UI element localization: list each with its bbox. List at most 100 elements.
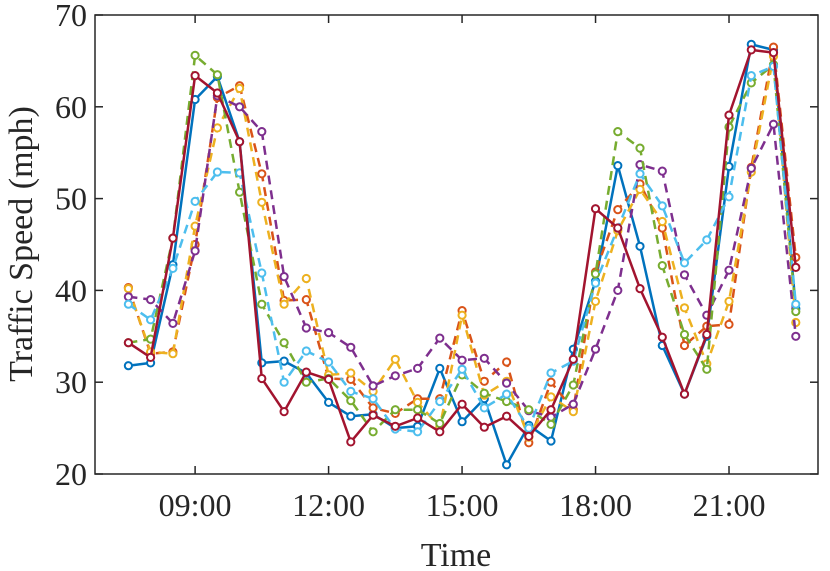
series-3-line — [127, 55, 798, 439]
series-4-point — [435, 333, 445, 343]
series-4-point — [613, 285, 623, 295]
y-tick-label: 30 — [55, 364, 87, 400]
series-6-point — [746, 71, 756, 81]
series-2-point — [368, 403, 378, 413]
series-7-point — [524, 431, 534, 441]
series-3-point — [590, 296, 601, 306]
series-4-point — [791, 331, 801, 341]
series-7-point — [435, 427, 445, 437]
series-3-point — [235, 83, 245, 94]
series-5-point — [479, 388, 489, 398]
series-4-point — [568, 399, 578, 409]
series-4-point — [168, 318, 178, 328]
series-7-point — [279, 407, 289, 417]
series-6-point — [346, 386, 356, 396]
series-6-point — [123, 299, 133, 309]
series-layer — [123, 39, 801, 470]
series-6-point — [502, 389, 512, 399]
series-5-point — [635, 143, 645, 153]
series-5-point — [546, 419, 556, 429]
series-6-point — [279, 377, 289, 387]
series-7-point — [590, 204, 601, 214]
series-4-point — [257, 127, 267, 137]
series-3-point — [301, 273, 311, 284]
series-6-point — [724, 192, 734, 202]
x-tick-label: 15:00 — [426, 487, 499, 523]
x-tick-label: 21:00 — [693, 487, 766, 523]
series-2-point — [301, 295, 311, 305]
x-tick-label: 12:00 — [292, 487, 365, 523]
plot-area-frame — [94, 14, 819, 475]
series-7-point — [746, 45, 756, 55]
series-5-point — [524, 405, 534, 415]
series-6-point — [590, 278, 601, 288]
series-7-point — [123, 338, 133, 348]
series-4-point — [479, 353, 489, 363]
series-4-point — [301, 323, 311, 333]
series-4-point — [590, 344, 601, 354]
y-tick-label: 50 — [55, 181, 87, 217]
series-7-point — [791, 262, 801, 272]
series-6 — [123, 61, 801, 437]
x-axis-title: Time — [421, 537, 492, 571]
series-7-point — [635, 284, 645, 294]
series-5-point — [413, 405, 423, 415]
series-5-point — [390, 405, 400, 415]
series-3-point — [657, 216, 667, 227]
series-3-point — [168, 349, 178, 359]
series-5-point — [346, 396, 356, 406]
series-7-point — [457, 399, 467, 409]
series-5-point — [590, 269, 601, 279]
series-6-point — [146, 315, 156, 325]
series-4-point — [390, 371, 400, 381]
series-2-point — [502, 357, 512, 367]
series-4-point — [679, 270, 690, 280]
series-5-point — [301, 377, 311, 387]
series-4-point — [346, 342, 356, 352]
series-7-point — [212, 88, 222, 98]
series-3-point — [413, 397, 423, 407]
series-5-point — [791, 306, 801, 317]
series-6-point — [324, 357, 334, 367]
series-7-point — [190, 71, 200, 81]
series-1-point — [324, 397, 334, 407]
series-5-point — [257, 299, 267, 309]
y-tick-label: 60 — [55, 89, 87, 125]
series-4-point — [768, 119, 779, 129]
series-4-point — [502, 378, 512, 388]
series-7-point — [413, 413, 423, 423]
series-6-point — [679, 258, 690, 268]
series-6-point — [257, 268, 267, 278]
series-7-point — [768, 48, 779, 58]
series-5-point — [502, 396, 512, 407]
series-2-point — [257, 169, 267, 179]
series-5-point — [212, 70, 222, 80]
series-7-point — [502, 411, 512, 421]
series-1-point — [502, 460, 512, 470]
series-7-point — [235, 137, 245, 147]
series-7-point — [168, 233, 178, 243]
series-7-point — [368, 410, 378, 420]
series-7-point — [613, 223, 623, 233]
series-3-point — [457, 310, 467, 320]
series-1-point — [346, 411, 356, 421]
series-4-point — [413, 363, 423, 373]
series-6-point — [479, 403, 489, 413]
series-4-point — [368, 381, 378, 391]
series-7-point — [657, 332, 667, 342]
series-7-point — [146, 352, 156, 362]
series-7-point — [346, 437, 356, 447]
series-2-point — [679, 340, 690, 351]
series-6-point — [791, 299, 801, 309]
series-7-point — [479, 422, 489, 432]
series-6-point — [368, 394, 378, 404]
series-6-point — [702, 235, 712, 245]
series-6-point — [546, 368, 556, 378]
series-6-point — [190, 196, 200, 206]
series-7-point — [546, 405, 556, 415]
series-5-point — [368, 427, 378, 437]
series-4-point — [123, 292, 133, 302]
series-7-point — [324, 374, 334, 384]
series-6-point — [457, 364, 467, 374]
series-1-point — [635, 241, 645, 251]
